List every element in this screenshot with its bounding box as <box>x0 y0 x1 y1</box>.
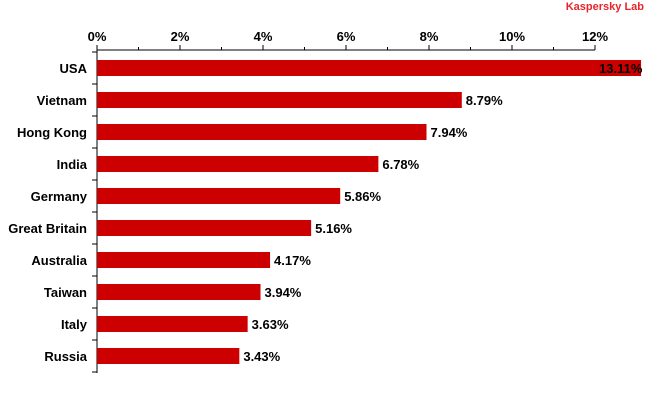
category-label: Germany <box>31 189 88 204</box>
value-label: 3.43% <box>243 349 280 364</box>
category-label: Taiwan <box>44 285 87 300</box>
x-tick-label: 0% <box>88 29 107 44</box>
value-label: 13.11% <box>599 61 643 76</box>
value-label: 3.94% <box>265 285 302 300</box>
x-tick-label: 4% <box>254 29 273 44</box>
bar <box>97 124 427 140</box>
bar <box>97 156 379 172</box>
x-tick-label: 12% <box>582 29 608 44</box>
category-label: Russia <box>44 349 87 364</box>
bar <box>97 188 341 204</box>
bar <box>97 60 642 76</box>
category-label: USA <box>60 61 88 76</box>
value-label: 5.86% <box>344 189 381 204</box>
bar <box>97 220 312 236</box>
value-label: 3.63% <box>252 317 289 332</box>
x-tick-label: 2% <box>171 29 190 44</box>
bar <box>97 92 462 108</box>
value-label: 5.16% <box>315 221 352 236</box>
bar <box>97 284 261 300</box>
category-label: India <box>57 157 88 172</box>
category-label: Australia <box>31 253 87 268</box>
kaspersky-lab-logo: Kaspersky Lab <box>565 1 644 13</box>
value-label: 8.79% <box>466 93 503 108</box>
bar <box>97 348 240 364</box>
bar <box>97 316 248 332</box>
x-tick-label: 10% <box>499 29 525 44</box>
category-label: Italy <box>61 317 88 332</box>
value-label: 4.17% <box>274 253 311 268</box>
bar <box>97 252 271 268</box>
x-tick-label: 8% <box>420 29 439 44</box>
category-label: Vietnam <box>37 93 87 108</box>
value-label: 6.78% <box>382 157 419 172</box>
x-tick-label: 6% <box>337 29 356 44</box>
category-label: Hong Kong <box>17 125 87 140</box>
category-label: Great Britain <box>8 221 87 236</box>
value-label: 7.94% <box>431 125 468 140</box>
